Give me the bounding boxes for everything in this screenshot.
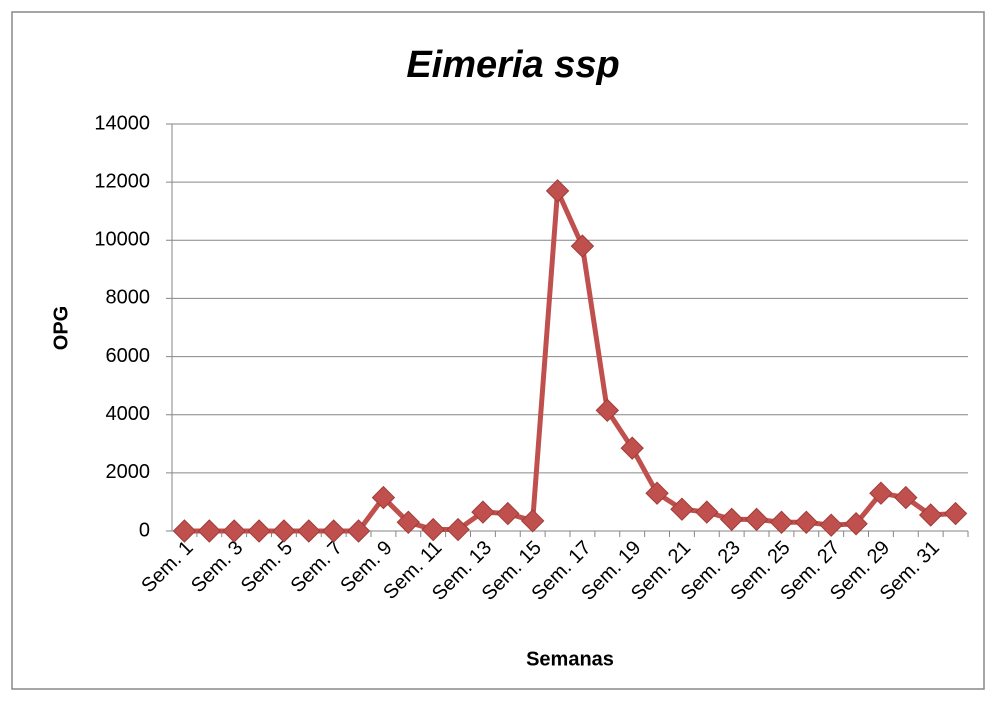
data-point: [719, 507, 744, 532]
data-point: [695, 500, 719, 524]
y-tick-label: 12000: [94, 170, 150, 192]
data-point: [222, 519, 246, 543]
data-point: [620, 436, 644, 460]
data-point: [421, 517, 445, 542]
data-point: [595, 398, 620, 423]
y-tick-label: 2000: [106, 461, 151, 483]
chart-frame: [11, 11, 985, 690]
data-point: [247, 519, 271, 543]
data-point: [272, 519, 296, 543]
y-tick-label: 14000: [94, 112, 150, 134]
data-point: [471, 500, 495, 524]
data-point: [545, 179, 570, 203]
data-point: [744, 507, 769, 532]
y-tick-label: 0: [139, 519, 150, 541]
data-point: [321, 519, 346, 543]
chart-title: Eimeria ssp: [406, 44, 619, 86]
data-point: [446, 517, 470, 542]
data-point: [346, 519, 371, 543]
data-point: [943, 501, 968, 526]
data-point: [371, 485, 396, 510]
data-point: [570, 234, 595, 258]
y-tick-label: 4000: [106, 403, 151, 425]
data-point: [197, 519, 222, 543]
data-point: [645, 481, 669, 505]
data-point: [844, 512, 868, 536]
x-axis-label: Semanas: [526, 648, 614, 670]
y-axis-label: OPG: [50, 306, 72, 350]
data-point: [670, 497, 694, 521]
data-point: [172, 519, 197, 543]
data-point: [396, 510, 421, 534]
data-point: [918, 503, 943, 527]
data-point: [520, 509, 545, 533]
data-point: [794, 510, 819, 534]
y-tick-label: 10000: [94, 229, 150, 251]
data-point: [819, 513, 843, 537]
data-point: [869, 481, 893, 505]
y-tick-label: 8000: [106, 287, 151, 309]
data-point: [297, 519, 321, 543]
data-point: [894, 485, 918, 510]
data-point: [496, 501, 520, 526]
y-tick-label: 6000: [106, 345, 151, 367]
data-point: [769, 510, 794, 534]
